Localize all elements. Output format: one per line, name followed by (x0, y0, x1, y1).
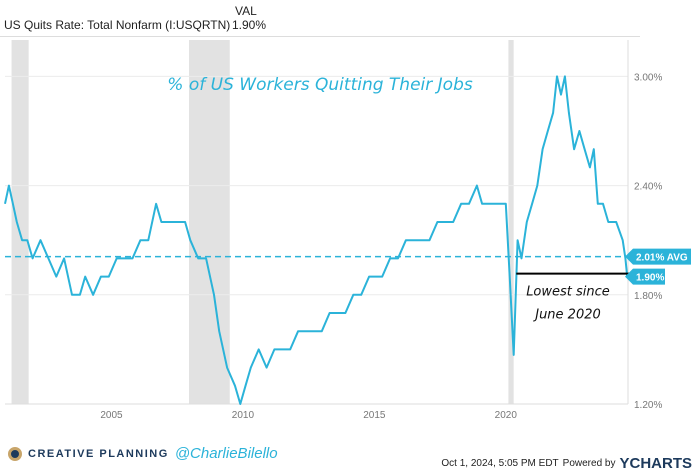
author-handle: @CharlieBilello (174, 445, 278, 462)
y-tick-label: 1.20% (634, 400, 662, 411)
annotation-line1: Lowest since (526, 285, 610, 300)
y-tick-label: 1.80% (634, 291, 662, 302)
header-divider (0, 36, 640, 37)
x-tick-label: 2010 (232, 410, 255, 421)
last-value-tag-bg (625, 268, 665, 285)
series-name: US Quits Rate: Total Nonfarm (I:USQRTN) (4, 18, 231, 32)
ycharts-logo: YCHARTS (619, 455, 692, 472)
annotation-line2: June 2020 (532, 308, 601, 323)
chart-title: % of US Workers Quitting Their Jobs (167, 75, 473, 95)
val-header: VAL (235, 4, 257, 18)
y-tick-label: 2.40% (634, 182, 662, 193)
recession-band (508, 40, 514, 404)
brand-name: CREATIVE PLANNING (28, 447, 169, 460)
x-tick-label: 2020 (495, 410, 518, 421)
footer-brand: CREATIVE PLANNING @CharlieBilello (8, 445, 278, 462)
timestamp: Oct 1, 2024, 5:05 PM EDT (441, 458, 559, 469)
footer-source: Oct 1, 2024, 5:05 PM EDT Powered by YCHA… (441, 455, 692, 472)
x-tick-label: 2015 (363, 410, 386, 421)
creative-planning-logo-icon (8, 446, 22, 461)
y-tick-label: 3.00% (634, 72, 662, 83)
series-value: 1.90% (232, 18, 267, 32)
x-tick-label: 2005 (100, 410, 123, 421)
chart: 1.20% 1.80% 2.40% 3.00% 2005 2010 2015 2020 % of… (4, 40, 691, 421)
average-tag: 2.01% AVG (636, 253, 688, 264)
series-line (4, 75, 629, 405)
powered-by: Powered by (562, 458, 616, 469)
recession-band (189, 40, 230, 404)
last-value-tag: 1.90% (636, 273, 664, 284)
average-tag-bg (625, 248, 691, 265)
recession-band (11, 40, 29, 404)
